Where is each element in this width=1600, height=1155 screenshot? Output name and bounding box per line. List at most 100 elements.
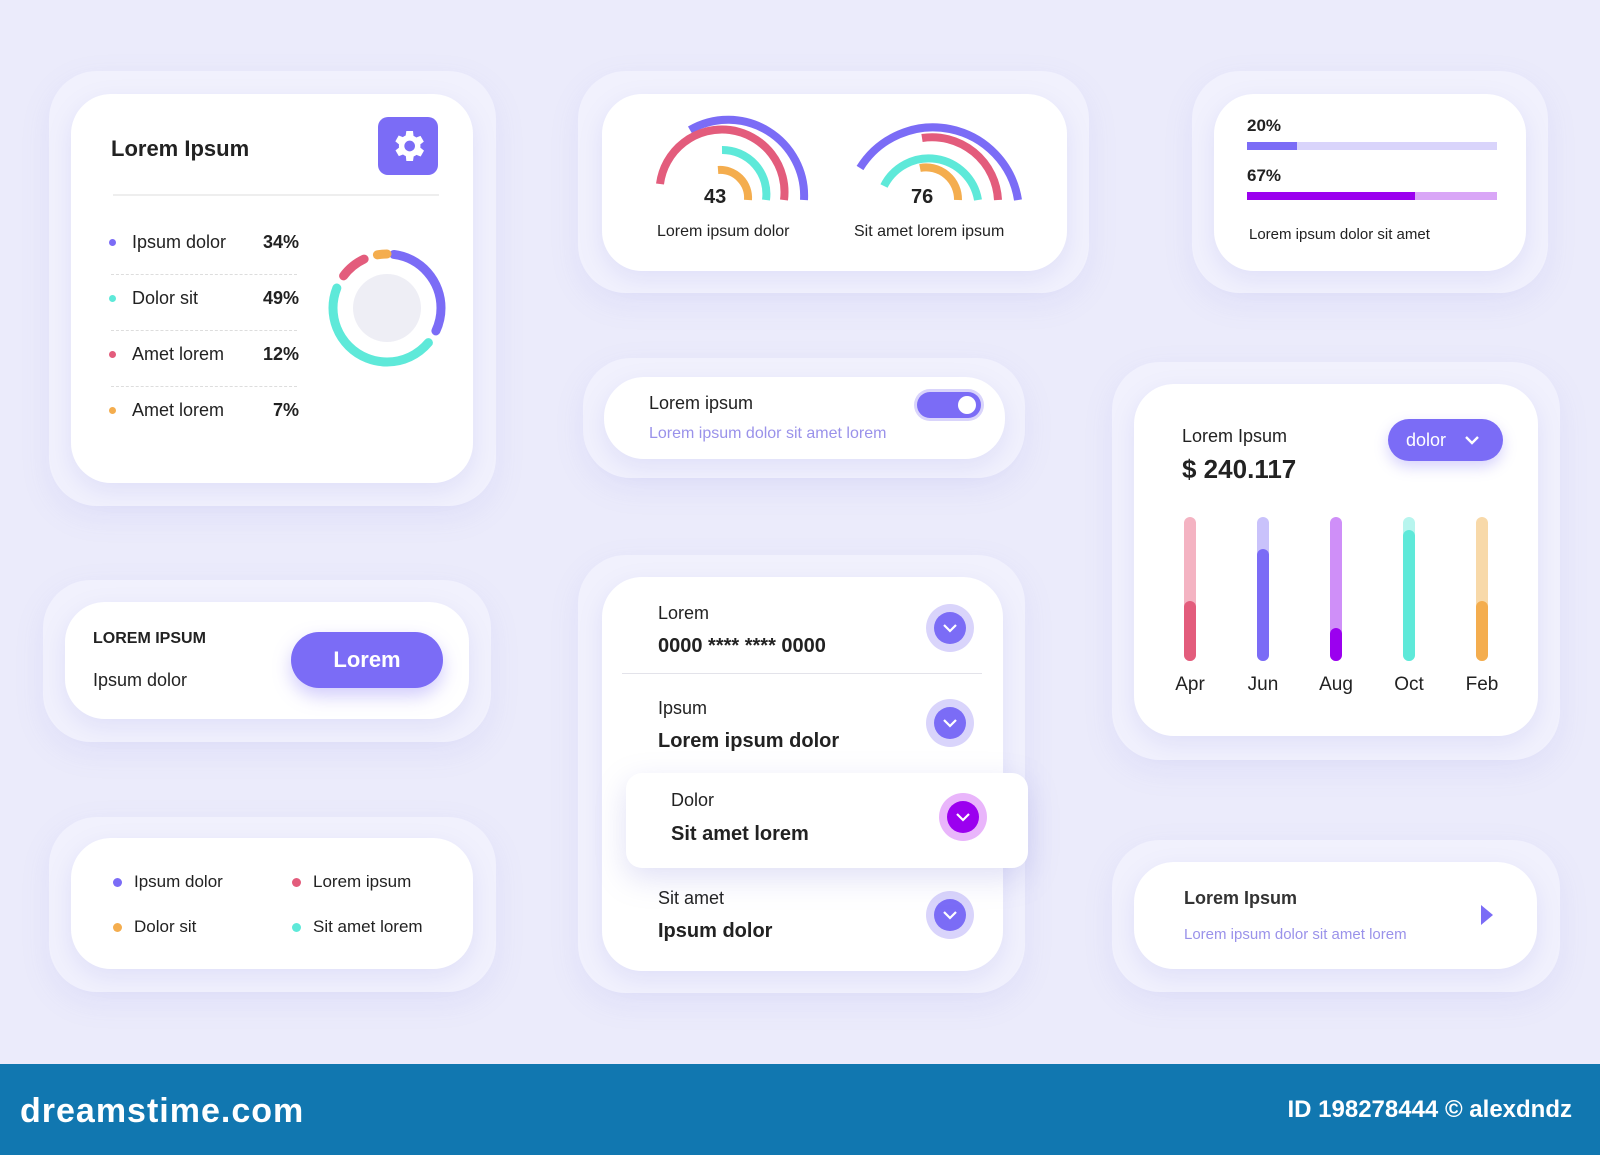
expand-button[interactable]	[926, 891, 974, 939]
progress-fill	[1247, 142, 1297, 150]
stat-item: Amet lorem 7%	[109, 400, 299, 421]
bar-track	[1257, 517, 1269, 661]
progress-label: 20%	[1247, 116, 1282, 135]
bar-track	[1403, 517, 1415, 661]
footer-id: ID 198278444 © alexdndz	[1287, 1096, 1572, 1123]
stat-label: Dolor sit	[132, 288, 199, 308]
bar-fill	[1476, 600, 1488, 661]
arrow-card-subtitle: Lorem ipsum dolor sit amet lorem	[1184, 926, 1407, 943]
legend-label: Lorem ipsum	[313, 872, 412, 891]
progress-bar	[1247, 142, 1497, 150]
button-card-subtitle: Ipsum dolor	[93, 670, 188, 690]
play-arrow-icon[interactable]	[1480, 904, 1494, 926]
stat-label: Amet lorem	[132, 344, 225, 364]
chevron-down-icon	[1465, 436, 1479, 445]
donut-segment	[328, 249, 446, 367]
legend-item: Sit amet lorem	[292, 917, 423, 937]
gauge-chart-1	[656, 115, 809, 201]
dropdown-value: dolor	[1406, 429, 1447, 450]
divider	[111, 274, 297, 275]
toggle-card: Lorem ipsum Lorem ipsum dolor sit amet l…	[604, 377, 1005, 459]
x-tick-label: Aug	[1319, 674, 1353, 695]
period-dropdown[interactable]: dolor	[1388, 419, 1503, 461]
toggle-title: Lorem ipsum	[649, 393, 754, 413]
legend-item: Ipsum dolor	[113, 872, 223, 892]
chart-card: Lorem Ipsum $ 240.117 dolor Apr Jun Aug Oct…	[1134, 384, 1538, 736]
chart-title: Lorem Ipsum	[1182, 426, 1288, 446]
legend-card: Ipsum dolor Lorem ipsum Dolor sit Sit am…	[71, 838, 473, 969]
divider	[111, 386, 297, 387]
stat-value: 7%	[272, 400, 299, 420]
x-tick-label: Oct	[1394, 674, 1424, 695]
x-tick-label: Jun	[1247, 674, 1279, 695]
footer-bar: dreamstime.com ID 198278444 © alexdndz	[0, 1064, 1600, 1155]
collapse-button[interactable]	[939, 793, 987, 841]
divider	[113, 194, 439, 196]
progress-card: 20% 67% Lorem ipsum dolor sit amet	[1214, 94, 1526, 271]
divider	[622, 673, 982, 674]
progress-label: 67%	[1247, 166, 1282, 185]
dot-icon	[292, 878, 301, 888]
footer-brand: dreamstime.com	[20, 1092, 305, 1130]
accordion-value: Ipsum dolor	[658, 920, 773, 942]
stat-label: Ipsum dolor	[132, 232, 227, 252]
accordion-label: Ipsum	[658, 698, 708, 718]
dot-icon	[113, 923, 122, 933]
accordion-label: Sit amet	[658, 888, 725, 908]
bar-track	[1476, 517, 1488, 661]
legend-label: Ipsum dolor	[134, 872, 223, 891]
accordion-label: Dolor	[671, 790, 715, 810]
accordion-label: Lorem	[658, 603, 710, 623]
stats-card: Lorem Ipsum Ipsum dolor 34% Dolor sit 49% …	[71, 94, 473, 483]
expand-button[interactable]	[926, 604, 974, 652]
donut-segment	[328, 249, 446, 367]
dot-icon	[109, 351, 116, 358]
dot-icon	[109, 407, 116, 414]
bar-track	[1184, 517, 1196, 661]
toggle-switch[interactable]	[917, 392, 981, 418]
gauge-chart-2	[856, 123, 1022, 201]
toggle-subtitle: Lorem ipsum dolor sit amet lorem	[649, 425, 887, 442]
stat-value: 34%	[262, 232, 299, 252]
chevron-down-icon	[943, 624, 957, 633]
stat-item: Amet lorem 12%	[109, 344, 299, 365]
stat-value: 12%	[262, 344, 299, 364]
accordion-value: 0000 **** **** 0000	[658, 635, 826, 657]
donut-segment	[328, 249, 446, 367]
dot-icon	[109, 239, 116, 246]
settings-button[interactable]	[378, 117, 438, 175]
gauge-value: 76	[911, 186, 934, 208]
toggle-knob	[958, 396, 976, 414]
divider	[111, 330, 297, 331]
progress-fill	[1247, 192, 1415, 200]
stat-label: Amet lorem	[132, 400, 225, 420]
expand-button[interactable]	[926, 699, 974, 747]
progress-caption: Lorem ipsum dolor sit amet	[1249, 226, 1430, 243]
stat-value: 49%	[262, 288, 299, 308]
bar-fill	[1330, 627, 1342, 661]
dot-icon	[113, 878, 122, 888]
gauge-value: 43	[704, 186, 727, 208]
bar-fill	[1184, 600, 1196, 661]
legend-item: Dolor sit	[113, 917, 196, 937]
legend-label: Dolor sit	[134, 917, 197, 936]
arrow-card[interactable]: Lorem Ipsum Lorem ipsum dolor sit amet l…	[1134, 862, 1537, 969]
bar-fill	[1257, 548, 1269, 661]
stats-title: Lorem Ipsum	[111, 136, 250, 161]
gear-icon	[395, 131, 424, 161]
stat-item: Dolor sit 49%	[109, 288, 299, 309]
primary-button[interactable]: Lorem	[291, 632, 443, 688]
chart-amount: $ 240.117	[1182, 454, 1297, 484]
x-tick-label: Apr	[1175, 674, 1205, 695]
gauge-label: Sit amet lorem ipsum	[854, 223, 1005, 240]
accordion-value: Sit amet lorem	[671, 823, 809, 845]
bar-fill	[1403, 529, 1415, 661]
chevron-down-icon	[943, 719, 957, 728]
legend-item: Lorem ipsum	[292, 872, 411, 892]
gauge-label: Lorem ipsum dolor	[657, 223, 790, 240]
donut-chart	[328, 249, 446, 367]
dot-icon	[292, 923, 301, 933]
arrow-card-title: Lorem Ipsum	[1184, 888, 1298, 908]
accordion-item-active[interactable]: Dolor Sit amet lorem	[626, 773, 1028, 868]
button-card: LOREM IPSUM Ipsum dolor Lorem	[65, 602, 469, 719]
